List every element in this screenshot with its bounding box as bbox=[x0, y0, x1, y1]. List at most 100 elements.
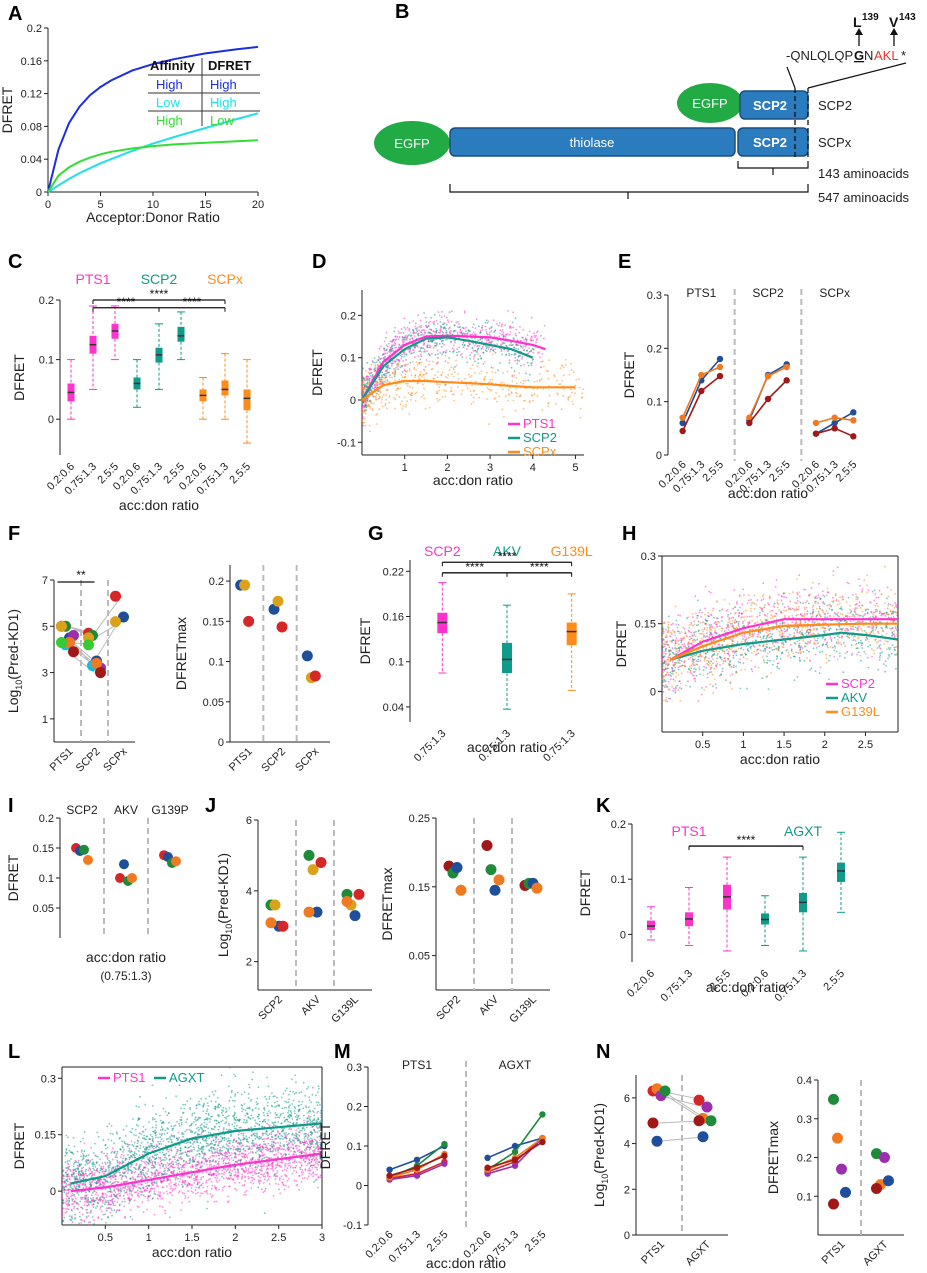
data-point bbox=[372, 361, 374, 364]
data-point bbox=[854, 610, 856, 612]
data-point bbox=[510, 326, 513, 329]
data-point bbox=[440, 373, 443, 376]
mutation-v-number: 143 bbox=[899, 12, 916, 23]
data-point bbox=[867, 666, 870, 669]
data-point bbox=[579, 416, 582, 419]
data-point bbox=[380, 357, 383, 360]
data-point bbox=[179, 1190, 181, 1192]
x-tick-label: 1 bbox=[402, 462, 408, 474]
data-point bbox=[713, 678, 716, 681]
data-point bbox=[513, 353, 516, 356]
data-point bbox=[487, 320, 490, 323]
data-point bbox=[863, 579, 866, 582]
data-point bbox=[533, 393, 536, 396]
data-point bbox=[377, 359, 380, 362]
data-point bbox=[662, 643, 665, 645]
data-point bbox=[375, 361, 378, 363]
data-point bbox=[363, 401, 366, 404]
data-point bbox=[675, 671, 678, 674]
data-point bbox=[515, 387, 518, 390]
data-point bbox=[404, 335, 407, 337]
data-point bbox=[414, 322, 417, 325]
data-point bbox=[496, 400, 498, 403]
data-point bbox=[401, 408, 404, 410]
data-point bbox=[763, 606, 765, 609]
data-point bbox=[878, 658, 881, 661]
y-tick-label: 0.3 bbox=[641, 551, 656, 563]
data-point bbox=[386, 364, 389, 367]
data-point bbox=[361, 387, 363, 390]
group-title: SCP2 bbox=[141, 271, 178, 287]
data-point bbox=[674, 642, 677, 645]
data-point bbox=[678, 639, 681, 641]
data-point bbox=[895, 603, 898, 606]
data-point bbox=[374, 364, 377, 367]
data-point bbox=[387, 342, 390, 345]
data-point bbox=[812, 608, 814, 611]
data-point bbox=[498, 324, 500, 327]
data-point bbox=[671, 686, 673, 688]
bracket-143 bbox=[737, 161, 809, 169]
data-point bbox=[796, 578, 798, 581]
data-point bbox=[435, 327, 437, 330]
data-point bbox=[891, 604, 894, 607]
data-point bbox=[762, 582, 765, 584]
group-title: PTS1 bbox=[671, 823, 706, 839]
data-point bbox=[875, 602, 878, 605]
data-point bbox=[245, 1193, 247, 1196]
data-point bbox=[438, 398, 441, 401]
data-point bbox=[745, 645, 748, 647]
data-point bbox=[889, 647, 892, 649]
data-point bbox=[82, 1197, 84, 1200]
data-point bbox=[500, 325, 503, 327]
data-point bbox=[407, 392, 410, 394]
data-point bbox=[761, 626, 763, 629]
data-point bbox=[453, 349, 455, 351]
data-point bbox=[693, 623, 696, 626]
data-point bbox=[662, 681, 665, 683]
data-point bbox=[418, 325, 421, 328]
data-point bbox=[522, 407, 525, 410]
data-point bbox=[708, 630, 711, 633]
data-point bbox=[712, 692, 715, 694]
data-point bbox=[436, 398, 438, 400]
data-point bbox=[766, 646, 769, 649]
data-point bbox=[371, 386, 374, 388]
data-point bbox=[575, 378, 578, 381]
data-point bbox=[415, 369, 417, 371]
data-point bbox=[403, 355, 406, 358]
data-point bbox=[849, 611, 852, 614]
data-point bbox=[885, 640, 887, 642]
data-point bbox=[419, 358, 422, 361]
data-point bbox=[821, 609, 824, 612]
data-point bbox=[540, 378, 543, 380]
data-point bbox=[712, 650, 715, 652]
data-point bbox=[854, 611, 857, 614]
data-point bbox=[477, 339, 480, 341]
data-point bbox=[443, 315, 446, 317]
data-point bbox=[478, 345, 481, 347]
data-point bbox=[702, 669, 705, 672]
data-point bbox=[858, 604, 861, 607]
data-point bbox=[423, 348, 426, 351]
data-point bbox=[365, 378, 368, 381]
data-point bbox=[714, 627, 716, 630]
data-point bbox=[540, 334, 542, 337]
data-point bbox=[667, 680, 670, 683]
data-point bbox=[362, 390, 364, 392]
data-point bbox=[215, 1200, 218, 1203]
data-point bbox=[799, 613, 802, 615]
data-point bbox=[545, 370, 548, 372]
data-point bbox=[403, 353, 406, 356]
data-point bbox=[667, 688, 670, 690]
data-point bbox=[268, 1183, 271, 1185]
data-point bbox=[319, 1176, 322, 1179]
data-point bbox=[694, 664, 696, 667]
data-point bbox=[378, 347, 381, 350]
data-point bbox=[573, 388, 576, 390]
data-point bbox=[453, 339, 456, 342]
data-point bbox=[407, 348, 410, 351]
x-axis-label: acc:don ratio bbox=[152, 1244, 232, 1260]
data-point bbox=[747, 623, 749, 626]
data-point bbox=[362, 416, 364, 419]
